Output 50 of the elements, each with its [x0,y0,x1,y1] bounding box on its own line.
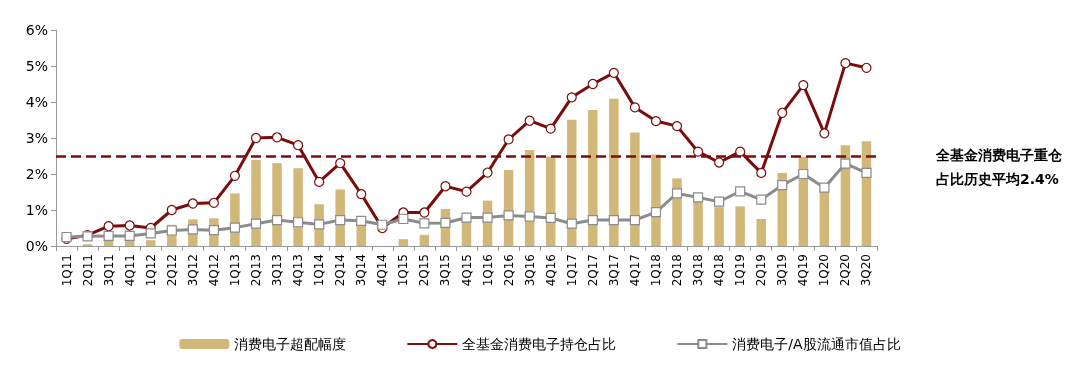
y-tick-label: 5% [25,58,48,74]
x-tick-label: 3Q11 [101,254,116,287]
x-tick-label: 3Q14 [354,254,369,287]
x-tick-label: 4Q13 [291,254,306,287]
x-tick-label: 3Q12 [185,254,200,287]
x-tick-label: 3Q19 [775,254,790,287]
x-tick-label: 4Q16 [543,254,558,287]
x-tick-label: 3Q18 [691,254,706,287]
x-tick-label: 2Q20 [838,254,853,287]
x-tick-label: 2Q19 [754,254,769,287]
x-tick-label: 4Q12 [206,254,221,287]
x-tick-label: 2Q15 [417,254,432,287]
x-tick-label: 1Q17 [564,254,579,287]
x-tick-label: 3Q16 [522,254,537,287]
y-tick-label: 6% [25,22,48,38]
x-tick-label: 4Q18 [712,254,727,287]
y-tick-label: 0% [25,238,48,254]
x-tick-label: 2Q14 [333,254,348,287]
x-tick-label: 4Q11 [122,254,137,287]
x-tick-label: 1Q14 [312,254,327,287]
legend-label: 消费电子/A股流通市值占比 [732,336,901,352]
legend-label: 消费电子超配幅度 [234,336,347,352]
x-tick-label: 3Q15 [438,254,453,287]
x-tick-label: 2Q13 [248,254,263,287]
x-tick-label: 4Q14 [375,254,390,287]
x-tick-label: 2Q17 [585,254,600,287]
x-tick-label: 2Q16 [501,254,516,287]
x-tick-label: 1Q15 [396,254,411,287]
x-tick-label: 1Q12 [143,254,158,287]
x-tick-label: 1Q18 [648,254,663,287]
legend-label: 全基金消费电子持仓占比 [462,336,617,352]
x-tick-label: 3Q13 [270,254,285,287]
x-tick-label: 1Q13 [227,254,242,287]
x-tick-label: 2Q18 [670,254,685,287]
x-tick-label: 4Q17 [627,254,642,287]
x-tick-label: 2Q11 [80,254,95,287]
y-tick-label: 4% [25,94,48,110]
y-tick-label: 1% [25,202,48,218]
x-tick-label: 3Q17 [606,254,621,287]
y-tick-label: 3% [25,130,48,146]
x-tick-label: 2Q12 [164,254,179,287]
x-tick-label: 3Q20 [859,254,874,287]
y-tick-label: 2% [25,166,48,182]
x-tick-label: 1Q19 [733,254,748,287]
x-tick-label: 1Q11 [59,254,74,287]
x-tick-label: 4Q19 [796,254,811,287]
x-tick-label: 1Q16 [480,254,495,287]
x-tick-label: 4Q15 [459,254,474,287]
text: 全基金消费电子重仓占比历史平均2.4% [935,147,1063,187]
x-tick-label: 1Q20 [817,254,832,287]
